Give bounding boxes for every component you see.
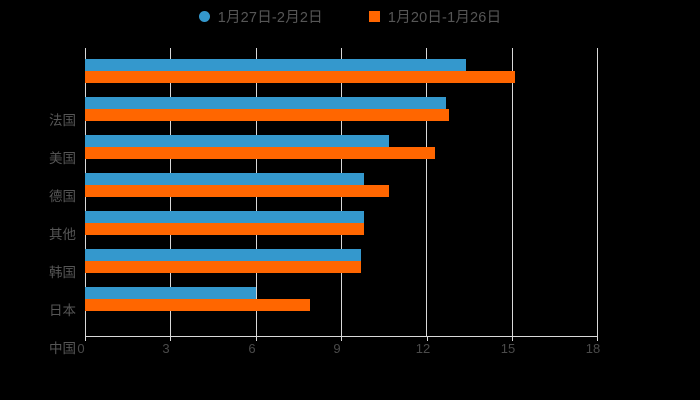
- x-tick-label-3: 9: [333, 341, 341, 356]
- x-tick-label-6: 18: [585, 341, 601, 356]
- bar-group-0-series-1[interactable]: [85, 71, 515, 83]
- y-axis-label-2: 德国: [49, 189, 76, 204]
- x-tick-mark-0: [85, 336, 86, 341]
- gridline-18: [597, 48, 598, 336]
- chart-legend: 1月27日-2月2日 1月20日-1月26日: [0, 6, 700, 27]
- x-tick-mark-5: [512, 336, 513, 341]
- plot-area: [85, 48, 598, 336]
- gridline-12: [426, 48, 428, 336]
- x-tick-mark-3: [341, 336, 342, 341]
- bar-group-5-series-0[interactable]: [85, 249, 361, 261]
- bar-group-3-series-1[interactable]: [85, 185, 390, 197]
- y-axis-label-3: 其他: [49, 227, 76, 242]
- bar-group-5-series-1[interactable]: [85, 261, 361, 273]
- bar-group-2-series-1[interactable]: [85, 147, 435, 159]
- x-tick-label-5: 15: [500, 341, 516, 356]
- x-tick-label-2: 6: [248, 341, 256, 356]
- gridline-15: [511, 48, 513, 336]
- bar-group-6-series-0[interactable]: [85, 287, 256, 299]
- legend-swatch-circle-icon: [198, 11, 210, 22]
- x-tick-label-4: 12: [415, 341, 431, 356]
- bar-group-2-series-0[interactable]: [85, 135, 390, 147]
- y-axis-label-4: 韩国: [49, 265, 76, 280]
- y-axis-label-6: 中国: [49, 341, 76, 356]
- y-axis-label-5: 日本: [49, 303, 76, 318]
- bar-group-1-series-1[interactable]: [85, 109, 450, 121]
- x-tick-mark-2: [256, 336, 257, 341]
- x-tick-mark-4: [427, 336, 428, 341]
- y-axis-label-1: 美国: [49, 151, 76, 166]
- x-tick-mark-1: [170, 336, 171, 341]
- bar-group-6-series-1[interactable]: [85, 299, 310, 311]
- bar-group-3-series-0[interactable]: [85, 173, 364, 185]
- legend-label-series-1: 1月20日-1月26日: [387, 10, 502, 26]
- x-tick-label-0: 0: [77, 341, 85, 356]
- legend-label-series-0: 1月27日-2月2日: [217, 10, 323, 26]
- x-tick-mark-6: [597, 336, 598, 341]
- legend-item-series-0[interactable]: 1月27日-2月2日: [198, 6, 323, 27]
- x-tick-label-1: 3: [162, 341, 170, 356]
- bar-group-1-series-0[interactable]: [85, 97, 447, 109]
- legend-item-series-1[interactable]: 1月20日-1月26日: [368, 6, 502, 27]
- y-axis-label-0: 法国: [49, 113, 76, 128]
- legend-swatch-square-icon: [368, 11, 380, 22]
- bar-group-4-series-1[interactable]: [85, 223, 364, 235]
- bar-group-0-series-0[interactable]: [85, 59, 467, 71]
- y-axis-category-labels: 法国 美国 德国 其他 韩国 日本 中国: [0, 48, 76, 356]
- bar-group-4-series-0[interactable]: [85, 211, 364, 223]
